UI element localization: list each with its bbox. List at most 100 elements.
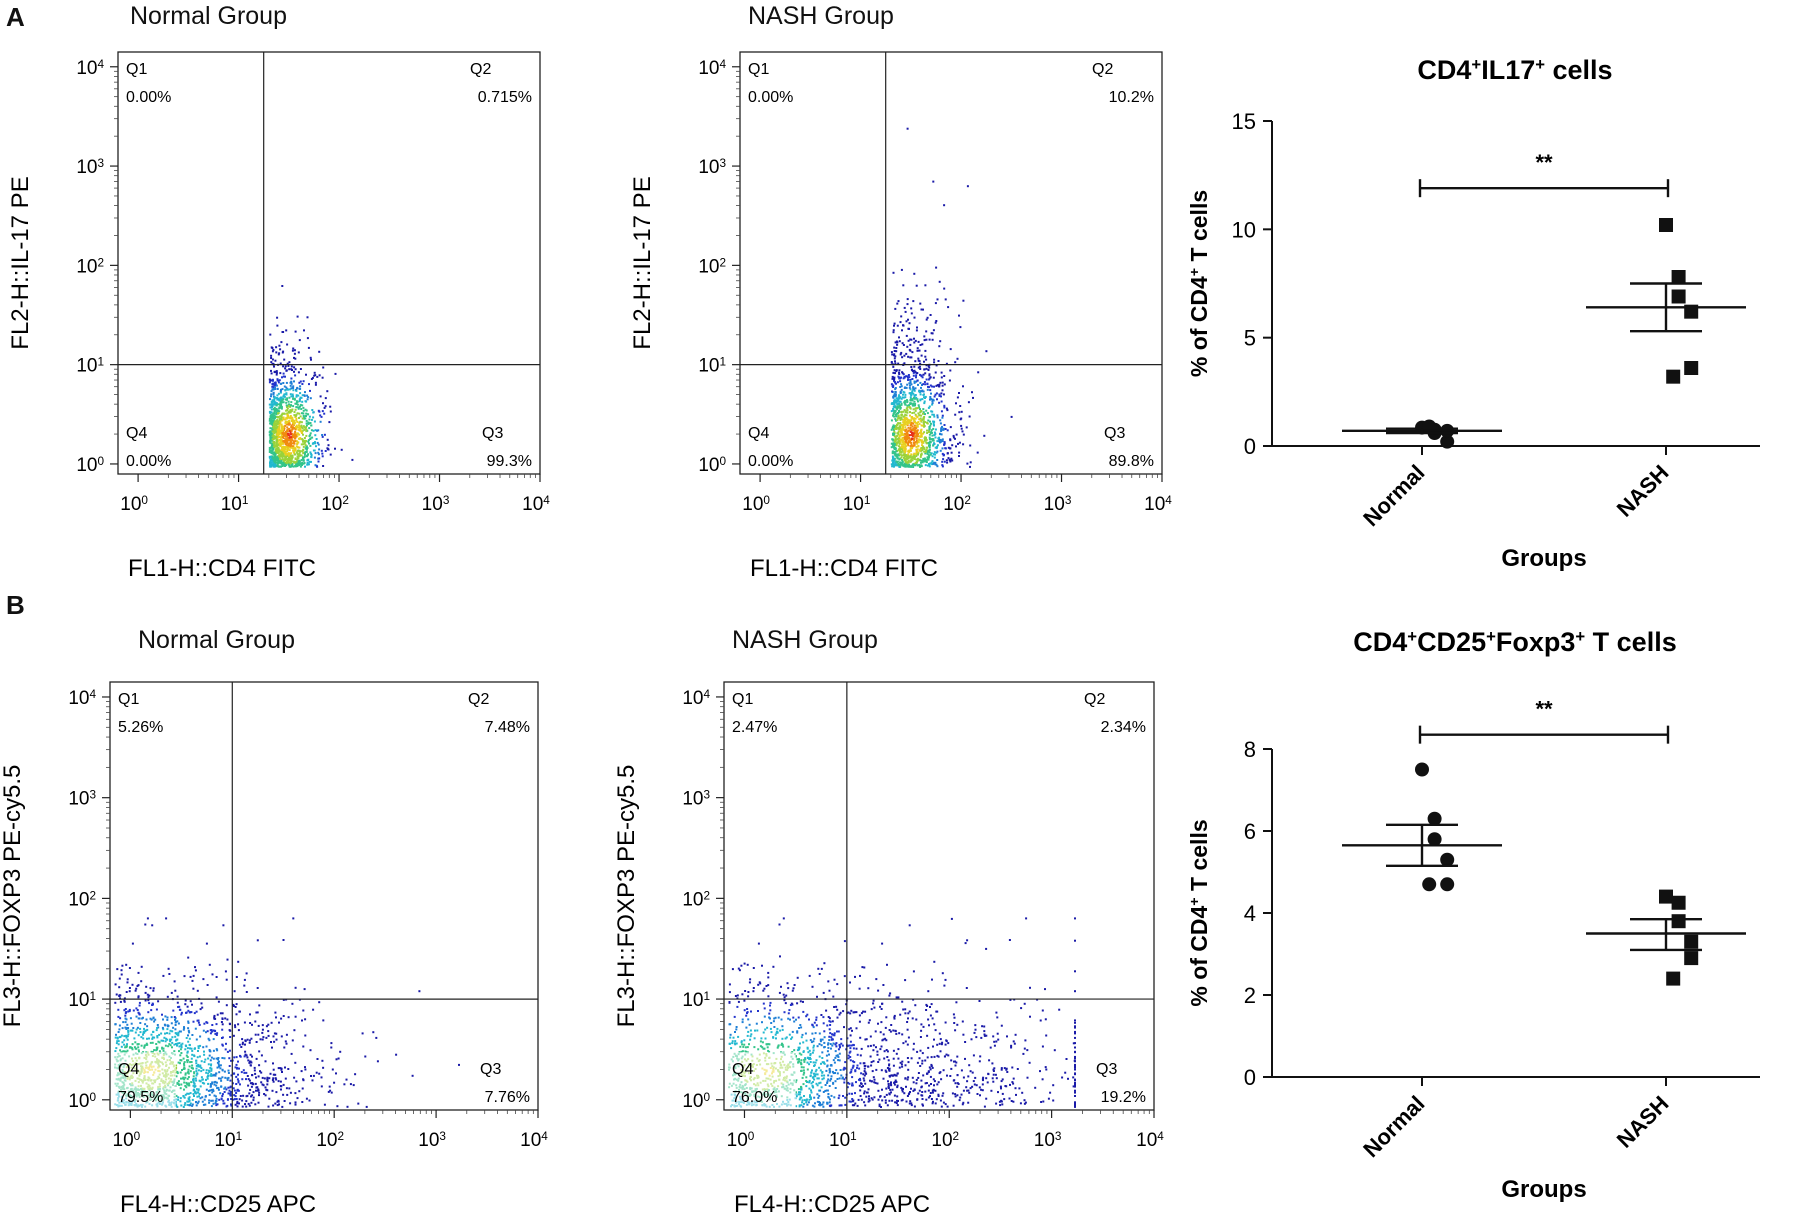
flow-event (779, 955, 781, 958)
flow-event (178, 1030, 181, 1033)
flow-event (896, 381, 899, 384)
flow-event (165, 1037, 168, 1040)
flow-event (281, 1071, 283, 1073)
flow-event (897, 433, 900, 436)
flow-event (178, 1005, 181, 1008)
flow-event (298, 425, 301, 428)
flow-event (921, 461, 924, 464)
flow-event (116, 1040, 119, 1043)
flow-event (161, 1046, 164, 1049)
flow-event (191, 1034, 194, 1036)
flow-event (198, 1095, 200, 1098)
flow-event (272, 423, 275, 426)
flow-event (895, 382, 897, 385)
flow-event (244, 1043, 246, 1046)
flow-event (269, 435, 272, 438)
flow-event (151, 1004, 154, 1006)
flow-event (312, 411, 315, 414)
flow-event (269, 462, 271, 464)
flow-event (131, 1043, 134, 1046)
flow-event (920, 308, 923, 311)
flow-event (298, 400, 301, 403)
flow-event (328, 1085, 331, 1088)
flow-event (910, 393, 912, 396)
flow-event (306, 337, 309, 340)
flow-event (275, 411, 278, 414)
flow-event (272, 349, 275, 351)
flow-event (288, 439, 290, 441)
flow-event (935, 364, 938, 367)
flow-event (260, 1081, 263, 1084)
flow-event (903, 420, 906, 423)
flow-event (128, 987, 131, 989)
flow-event (280, 460, 283, 463)
flow-event (304, 452, 306, 455)
flow-event (162, 1039, 165, 1042)
flow-event (269, 432, 272, 435)
flow-event (278, 1103, 280, 1106)
flow-event (896, 419, 899, 422)
flow-event (909, 411, 911, 414)
flow-event (277, 392, 280, 395)
flow-event (916, 423, 919, 426)
flow-event (307, 423, 310, 425)
flow-event (302, 414, 305, 417)
flow-event (290, 417, 293, 420)
flow-event (908, 386, 911, 389)
flow-event (272, 1035, 275, 1038)
flow-event (175, 1067, 178, 1069)
flow-event (903, 436, 906, 439)
flow-event (286, 412, 289, 415)
flow-event (200, 1060, 203, 1063)
flow-event (277, 353, 280, 356)
flow-event (290, 1052, 293, 1055)
flow-event (921, 398, 924, 401)
flow-event (312, 1008, 315, 1011)
flow-event (315, 445, 317, 448)
flow-event (146, 993, 149, 996)
flow-event (266, 1078, 269, 1081)
flow-event (232, 1005, 235, 1007)
flow-event (906, 298, 909, 301)
flow-event (156, 1027, 159, 1029)
flow-event (891, 377, 894, 380)
flow-event (923, 396, 925, 399)
flow-event (136, 985, 139, 987)
scatter-ylabel: % of CD4+ T cells (1186, 190, 1212, 377)
flow-event (309, 389, 311, 392)
flow-event (188, 1065, 191, 1068)
flow-event (301, 412, 303, 415)
flow-event (294, 447, 297, 450)
flow-event (966, 185, 969, 188)
flow-event (295, 413, 298, 416)
flow-event (909, 465, 912, 468)
flow-event (202, 1029, 205, 1032)
flow-event (309, 434, 312, 437)
flow-event (955, 402, 957, 405)
flow-event (941, 381, 944, 384)
flow-event (294, 368, 297, 371)
flow-event (169, 1040, 172, 1043)
flow-event (281, 456, 284, 459)
flow-event (197, 1050, 199, 1052)
flow-event (300, 463, 303, 466)
flow-event (259, 1070, 261, 1073)
flow-event (892, 457, 895, 460)
flow-event (177, 1061, 180, 1064)
flow-event (787, 1045, 790, 1048)
flow-event (925, 358, 928, 361)
flow-event (278, 426, 281, 429)
flow-event (205, 1069, 208, 1072)
flow-event (279, 348, 282, 351)
flow-event (302, 380, 305, 383)
flow-event (307, 346, 310, 349)
flow-event (898, 396, 901, 399)
flow-event (282, 350, 285, 353)
flow-event (917, 366, 920, 369)
flow-event (909, 402, 912, 405)
flow-event (920, 430, 923, 433)
flow-event (179, 1059, 182, 1062)
flow-event (324, 450, 327, 452)
flow-event (926, 432, 929, 434)
flow-event (905, 438, 908, 441)
